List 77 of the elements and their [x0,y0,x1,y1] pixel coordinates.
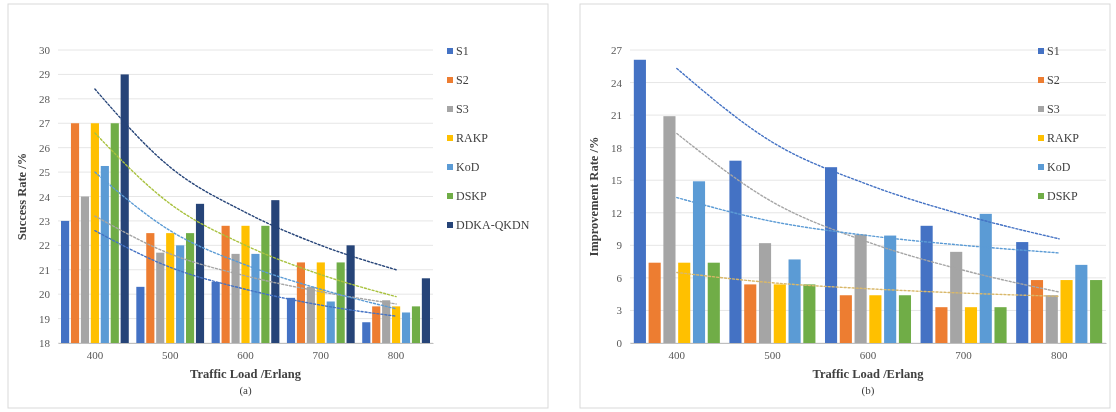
x-tick-label: 600 [237,348,255,361]
y-tick-label: 0 [616,337,623,350]
y-tick-label: 25 [39,166,51,179]
bar [898,295,912,343]
x-tick-label: 400 [668,348,686,361]
legend-label: S2 [456,73,469,87]
bar [707,262,720,343]
legend-label: DSKP [1047,189,1079,203]
y-tick-label: 12 [611,206,622,219]
bar [744,284,757,343]
x-axis-title: Traffic Load /Erlang [190,367,302,381]
x-axis-title: Traffic Load /Erlang [812,367,925,381]
line-series [94,132,397,298]
y-tick-label: 22 [39,239,50,252]
legend-label: KoD [456,160,480,174]
legend-label: RAKP [456,131,489,145]
text: (a) [239,384,252,397]
y-tick-label: 20 [39,288,51,301]
bar [1045,295,1058,343]
y-tick-label: 24 [39,190,51,203]
legend-label: S1 [1047,44,1060,58]
y-tick-label: 21 [611,109,622,122]
y-tick-label: 21 [39,263,50,276]
legend-label: S2 [1047,73,1060,87]
x-tick-label: 500 [161,348,179,361]
x-tick-label: 400 [86,348,104,361]
y-tick-label: 15 [611,174,623,187]
bar [1075,264,1088,343]
y-tick-label: 29 [39,68,51,81]
line-series [676,271,1060,298]
legend-label: S1 [456,44,469,58]
y-tick-label: 18 [39,337,51,350]
x-tick-label: 800 [1050,348,1068,361]
y-tick-label: 19 [39,312,51,325]
bar [994,307,1007,343]
x-tick-label: 800 [387,348,405,361]
y-tick-label: 27 [611,44,623,57]
bar [935,307,948,343]
x-tick-label: 500 [764,348,782,361]
y-tick-label: 24 [611,76,623,89]
bar [803,284,816,343]
x-tick-label: 600 [859,348,877,361]
bar [788,259,801,343]
legend-label: DSKP [456,189,488,203]
bar [633,59,646,343]
legend-label: DDKA-QKDN [456,218,530,232]
x-tick-label: 700 [312,348,330,361]
bar [729,160,742,343]
bar [758,243,772,343]
legend-label: S3 [1047,102,1060,116]
y-tick-label: 9 [616,239,623,252]
bar [1090,280,1103,343]
bar [678,262,691,343]
legend-label: KoD [1047,160,1071,174]
bar [869,295,882,343]
bar [964,307,978,343]
y-tick-label: 3 [616,304,623,317]
bar [1016,242,1029,343]
y-axis-title: Success Rate /% [15,152,29,241]
legend-label: RAKP [1047,131,1080,145]
bar [773,284,786,343]
bar [920,225,933,343]
y-tick-label: 23 [39,214,51,227]
bar [839,295,852,343]
legend-label: S3 [456,102,469,116]
y-tick-label: 27 [39,117,51,130]
y-tick-label: 28 [39,92,51,105]
bar [648,262,661,343]
y-tick-label: 6 [616,271,623,284]
text: (b) [861,384,875,397]
y-tick-label: 18 [611,141,623,154]
x-tick-label: 700 [955,348,973,361]
y-axis-title: Improvement Rate /% [587,136,601,257]
bar [1030,280,1044,343]
y-tick-label: 26 [39,141,51,154]
y-tick-label: 30 [39,44,51,57]
bar [1060,280,1073,343]
